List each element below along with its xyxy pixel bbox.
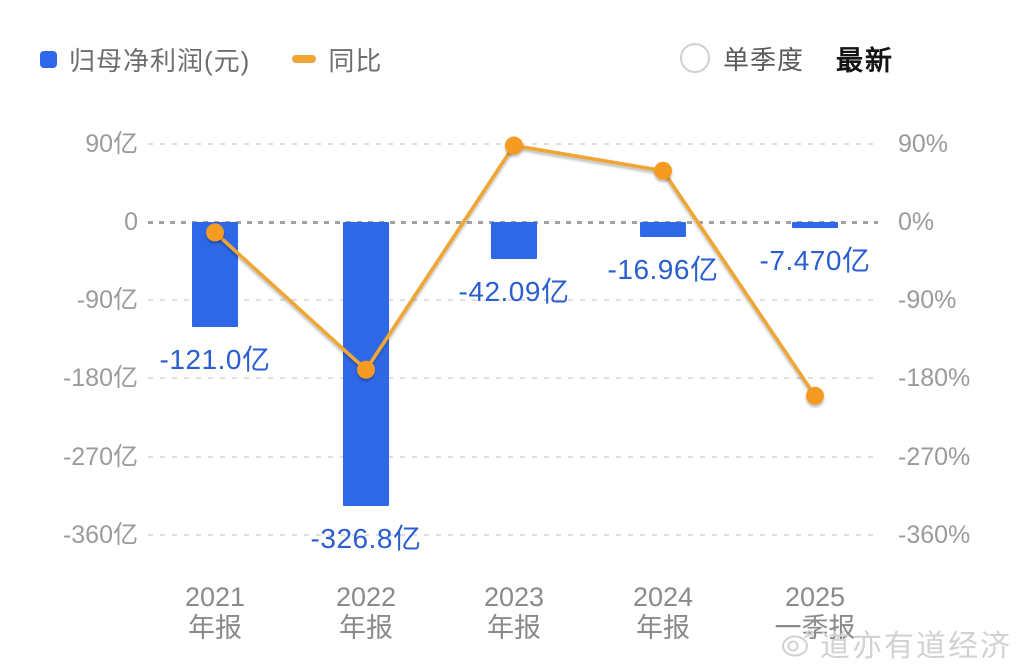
yoy-series-swatch-icon — [292, 55, 317, 63]
left-axis-tick: -360亿 — [62, 520, 138, 549]
watermark-logo-icon — [782, 630, 814, 657]
bar-2021年报[interactable] — [192, 222, 238, 328]
yoy-point[interactable] — [806, 386, 824, 405]
single-quarter-label[interactable]: 单季度 — [723, 44, 805, 75]
right-axis-tick: -360% — [898, 520, 971, 549]
left-axis-tick: -90亿 — [76, 286, 138, 315]
x-axis-label-2021: 2021 年报 — [184, 582, 246, 643]
bar-2023年报[interactable] — [491, 222, 537, 259]
left-axis-tick: 0 — [124, 208, 138, 236]
bar-value-label: -7.470亿 — [759, 245, 871, 277]
gridline — [148, 142, 878, 145]
x-axis-label-2023: 2023 年报 — [483, 582, 545, 643]
x-axis-label-2024: 2024 年报 — [632, 582, 694, 643]
left-axis-tick: -270亿 — [62, 442, 138, 471]
watermark: 道亦有道经济 — [780, 621, 1012, 665]
single-quarter-radio[interactable] — [680, 43, 710, 73]
x-axis-label-2022: 2022 年报 — [335, 582, 397, 643]
right-axis-tick: -90% — [898, 286, 957, 315]
left-axis-tick: -180亿 — [62, 364, 138, 393]
right-axis-tick: -270% — [898, 442, 971, 471]
bar-value-label: -121.0亿 — [159, 344, 271, 376]
left-axis-tick: 90亿 — [85, 129, 138, 158]
bar-2022年报[interactable] — [343, 222, 389, 506]
chart-controls: 单季度 最新 — [680, 38, 894, 78]
watermark-text: 道亦有道经济 — [820, 630, 1012, 663]
right-axis-tick: 90% — [898, 129, 949, 158]
yoy-point[interactable] — [654, 161, 672, 180]
gridline — [148, 455, 878, 458]
bar-2025一季报[interactable] — [792, 222, 838, 229]
profit-series-swatch-icon — [40, 50, 57, 68]
legend: 归母净利润(元) 同比 — [40, 42, 382, 76]
yoy-series-label: 同比 — [328, 45, 383, 76]
gridline — [148, 533, 878, 536]
right-axis-tick: 0% — [898, 208, 935, 236]
latest-tab[interactable]: 最新 — [836, 45, 895, 76]
yoy-point[interactable] — [505, 136, 523, 155]
bar-value-label: -326.8亿 — [310, 522, 422, 554]
bar-2024年报[interactable] — [640, 222, 686, 237]
profit-series-label: 归母净利润(元) — [69, 45, 251, 76]
right-axis-tick: -180% — [898, 364, 971, 393]
